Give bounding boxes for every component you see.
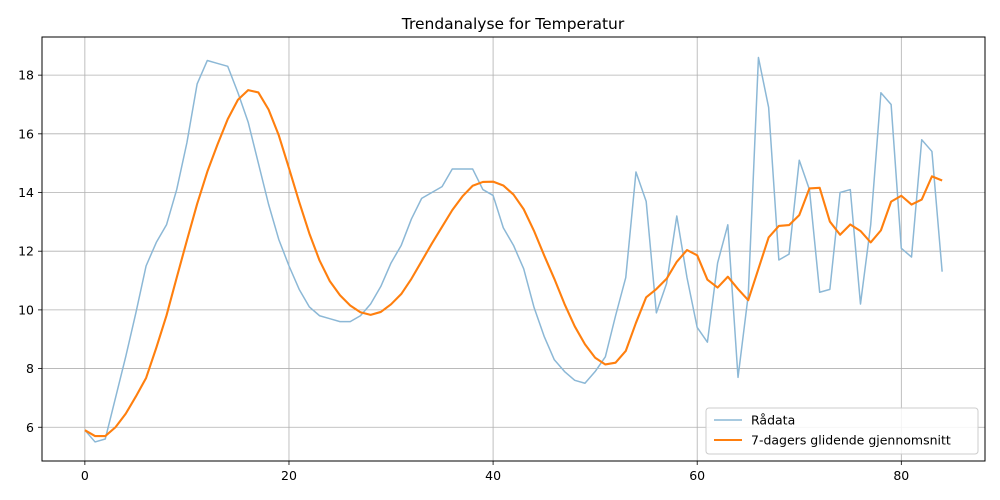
legend-label: Rådata [751, 413, 795, 428]
y-tick-label: 10 [18, 302, 34, 317]
y-tick-label: 18 [18, 68, 34, 83]
x-tick-label: 0 [81, 468, 89, 483]
x-tick-label: 80 [893, 468, 909, 483]
y-tick-label: 14 [18, 185, 34, 200]
series-line-0 [84, 56, 943, 443]
series-line-1 [84, 89, 943, 438]
x-tick-label: 40 [485, 468, 501, 483]
gridlines [42, 37, 985, 461]
series-group [84, 56, 943, 443]
legend: Rådata 7-dagers glidende gjennomsnitt [705, 407, 979, 455]
x-tick-label: 20 [281, 468, 297, 483]
tick-group: 0 20 40 60 80 6 8 10 12 14 16 18 [18, 68, 909, 483]
axes-frame [41, 36, 986, 462]
y-tick-label: 16 [18, 126, 34, 141]
x-tick-label: 60 [689, 468, 705, 483]
y-tick-label: 6 [26, 420, 34, 435]
y-tick-label: 12 [18, 244, 34, 259]
y-tick-label: 8 [26, 361, 34, 376]
chart-title: Trendanalyse for Temperatur [401, 15, 625, 33]
legend-box [705, 407, 979, 455]
legend-label: 7-dagers glidende gjennomsnitt [751, 433, 951, 448]
